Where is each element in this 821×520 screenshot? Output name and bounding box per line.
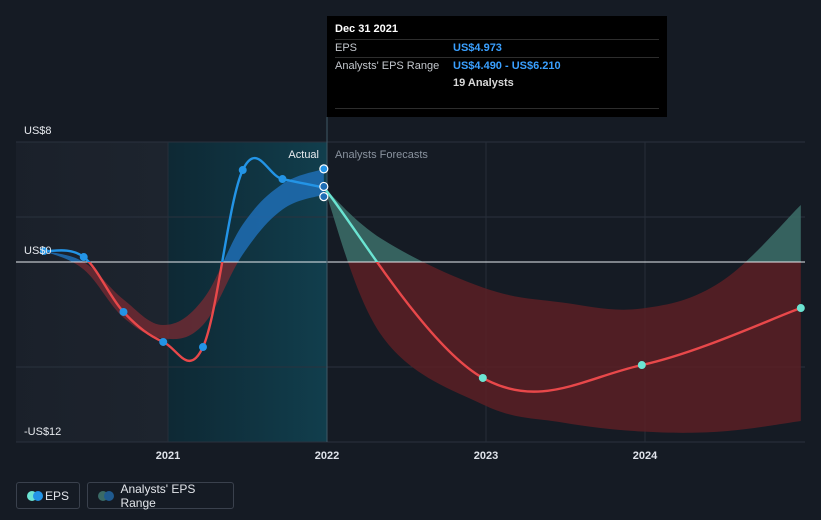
past-region xyxy=(16,142,168,442)
legend-eps-label: EPS xyxy=(44,488,69,503)
actual-label: Actual xyxy=(288,149,319,161)
tooltip-range-row: Analysts' EPS Range US$4.490 - US$6.210 xyxy=(335,57,659,75)
eps-lines xyxy=(43,156,802,393)
forecast-point xyxy=(637,361,646,370)
tooltip-eps-value: US$4.973 xyxy=(453,42,502,54)
forecast-label: Analysts Forecasts xyxy=(335,149,428,161)
eps-point xyxy=(278,175,287,184)
tooltip-eps-label: EPS xyxy=(335,42,358,54)
range-legend-icon xyxy=(98,490,114,501)
y-label-bottom: -US$12 xyxy=(24,426,61,438)
range-actual-negative xyxy=(72,262,239,340)
eps-points xyxy=(39,164,805,382)
hover-eps-point xyxy=(319,181,329,192)
y-label-top: US$8 xyxy=(24,125,52,137)
tooltip-range-label: Analysts' EPS Range xyxy=(335,60,440,72)
x-tick-label: 2023 xyxy=(474,450,498,462)
legend-range[interactable]: Analysts' EPS Range xyxy=(87,481,234,510)
forecast-point xyxy=(478,373,487,382)
legend-eps[interactable]: EPS xyxy=(16,482,80,509)
tooltip-date: Dec 31 2021 xyxy=(335,23,398,35)
tooltip-analysts-row: 19 Analysts xyxy=(335,75,659,92)
forecast-line-negative xyxy=(375,262,802,393)
eps-point xyxy=(238,166,247,175)
range-actual-positive xyxy=(43,168,324,262)
x-tick-label: 2024 xyxy=(633,450,658,462)
tooltip-eps-row: EPS US$4.973 xyxy=(335,39,659,57)
eps-point xyxy=(79,253,88,262)
forecast-point xyxy=(796,304,805,313)
eps-point xyxy=(159,337,168,346)
eps-point xyxy=(39,247,48,256)
hover-lower-point xyxy=(319,192,329,202)
tooltip-range-value: US$4.490 - US$6.210 xyxy=(453,60,561,72)
x-tick-label: 2021 xyxy=(156,450,180,462)
y-label-zero: US$0 xyxy=(24,245,52,257)
x-axis: 2021 2022 2023 2024 xyxy=(156,450,658,462)
eps-line-negative xyxy=(87,262,224,362)
eps-point xyxy=(119,307,128,316)
hover-upper-point xyxy=(319,164,329,174)
eps-chart: US$8 US$0 -US$12 Actual Analysts Forecas… xyxy=(16,117,805,462)
eps-legend-icon xyxy=(27,490,43,501)
x-tick-label: 2022 xyxy=(315,450,339,462)
eps-line-positive xyxy=(43,156,325,262)
tooltip: Dec 31 2021 EPS US$4.973 Analysts' EPS R… xyxy=(327,16,667,117)
legend-range-label: Analysts' EPS Range xyxy=(120,481,196,510)
eps-point xyxy=(198,343,207,352)
tooltip-analysts: 19 Analysts xyxy=(453,77,514,89)
range-forecast-negative xyxy=(347,262,801,433)
